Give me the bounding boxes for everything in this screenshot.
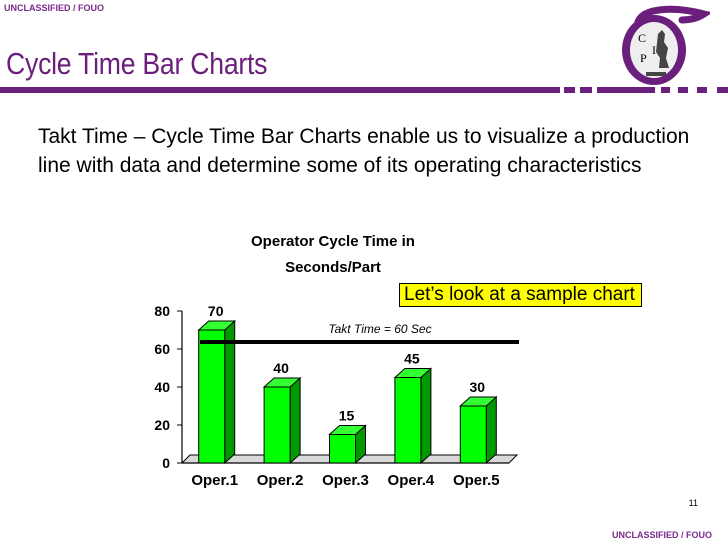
- sample-chart-callout: Let’s look at a sample chart: [399, 283, 642, 307]
- takt-time-label: Takt Time = 60 Sec: [328, 322, 431, 336]
- bar-value-label: 15: [339, 408, 355, 424]
- bar: [329, 434, 356, 464]
- bar: [263, 386, 291, 464]
- y-tick-label: 80: [154, 303, 170, 319]
- bar: [198, 329, 226, 464]
- bar-value-label: 30: [470, 379, 486, 395]
- classification-marking-top: UNCLASSIFIED / FOUO: [4, 3, 105, 13]
- bar-value-label: 40: [273, 360, 289, 376]
- y-tick-label: 40: [154, 379, 170, 395]
- x-category-label: Oper.1: [191, 472, 238, 489]
- emblem-logo-icon: C I P: [622, 5, 710, 85]
- svg-text:P: P: [640, 51, 647, 65]
- slide-title: Cycle Time Bar Charts: [6, 46, 268, 81]
- x-category-label: Oper.3: [322, 472, 369, 489]
- y-tick-label: 20: [154, 417, 170, 433]
- bar-value-label: 70: [208, 303, 224, 319]
- svg-text:C: C: [638, 31, 646, 45]
- x-category-label: Oper.4: [388, 472, 435, 489]
- title-dashed-rule: [0, 86, 728, 94]
- bar: [394, 377, 422, 464]
- bar-side: [289, 376, 301, 465]
- svg-text:I: I: [652, 43, 656, 57]
- slide-body-text: Takt Time – Cycle Time Bar Charts enable…: [38, 125, 690, 177]
- x-category-label: Oper.2: [257, 472, 304, 489]
- bar-side: [420, 367, 432, 465]
- chart-title-line-2: Seconds/Part: [285, 259, 381, 276]
- bar: [459, 405, 487, 464]
- x-category-label: Oper.5: [453, 472, 500, 489]
- bar-value-label: 45: [404, 351, 420, 367]
- y-tick-label: 60: [154, 341, 170, 357]
- chart-title-line-1: Operator Cycle Time in: [251, 233, 415, 250]
- y-tick-label: 0: [162, 455, 170, 471]
- classification-marking-bottom: UNCLASSIFIED / FOUO: [611, 530, 712, 540]
- page-number: 11: [688, 498, 698, 508]
- bar-side: [485, 395, 497, 465]
